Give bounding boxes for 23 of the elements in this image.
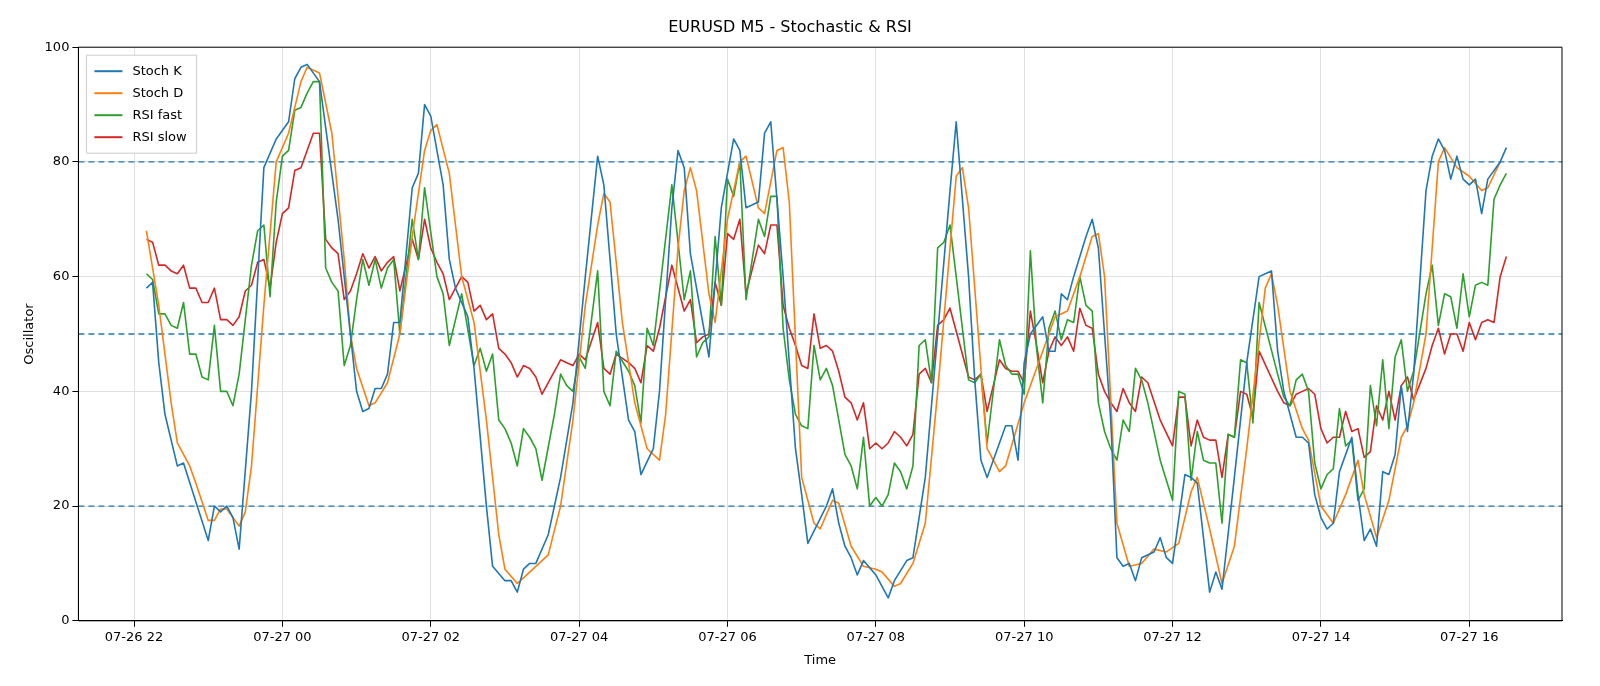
x-tick-label: 07-27 02 [401,628,460,644]
x-tick-label: 07-27 00 [253,628,312,644]
y-axis-title: Oscillator [21,302,37,365]
y-tick-label: 0 [61,612,70,628]
chart-title: EURUSD M5 - Stochastic & RSI [668,16,912,36]
x-tick-label: 07-27 12 [1143,628,1202,644]
legend-label: Stoch K [132,62,183,78]
x-tick-label: 07-27 10 [994,628,1054,644]
x-tick-label: 07-27 04 [549,628,609,644]
x-tick-label: 07-26 22 [104,628,164,644]
x-tick-label: 07-27 08 [846,628,906,644]
x-tick-label: 07-27 16 [1440,628,1499,644]
y-tick-label: 60 [52,268,70,284]
legend-label: RSI slow [132,128,187,144]
legend-label: Stoch D [132,84,184,100]
y-tick-label: 80 [52,153,70,169]
x-tick-label: 07-27 06 [698,628,757,644]
x-tick-label: 07-27 14 [1291,628,1351,644]
y-tick-label: 100 [44,38,70,54]
y-tick-label: 40 [52,382,70,398]
legend-label: RSI fast [132,106,183,122]
y-tick-label: 20 [52,497,70,513]
x-axis-title: Time [803,651,837,667]
